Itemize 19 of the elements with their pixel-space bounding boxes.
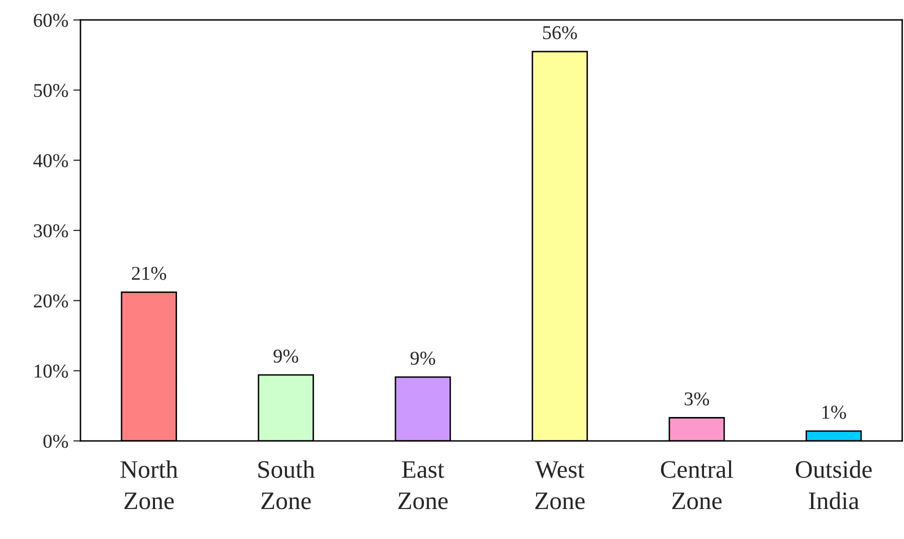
y-tick-label: 10% — [34, 364, 68, 378]
data-label: 3% — [684, 392, 710, 406]
x-tick-label: Outside India — [796, 460, 872, 510]
y-tick-label: 30% — [34, 224, 68, 238]
x-tick-label: West Zone — [535, 461, 585, 510]
y-tick-label: 0% — [43, 434, 68, 448]
y-tick-label: 60% — [34, 14, 68, 27]
x-tick-label: Central Zone — [660, 460, 734, 510]
data-label: 21% — [132, 266, 166, 280]
data-label: 1% — [822, 406, 846, 419]
data-label: 9% — [274, 350, 298, 363]
y-tick-label: 20% — [34, 294, 68, 308]
y-tick-label: 50% — [34, 84, 68, 98]
data-label: 56% — [543, 26, 577, 40]
data-label: 9% — [410, 352, 436, 365]
x-tick-label: South Zone — [258, 460, 315, 510]
x-tick-label: East Zone — [398, 461, 448, 510]
x-tick-label: North Zone — [120, 460, 178, 510]
y-tick-label: 40% — [33, 154, 68, 168]
